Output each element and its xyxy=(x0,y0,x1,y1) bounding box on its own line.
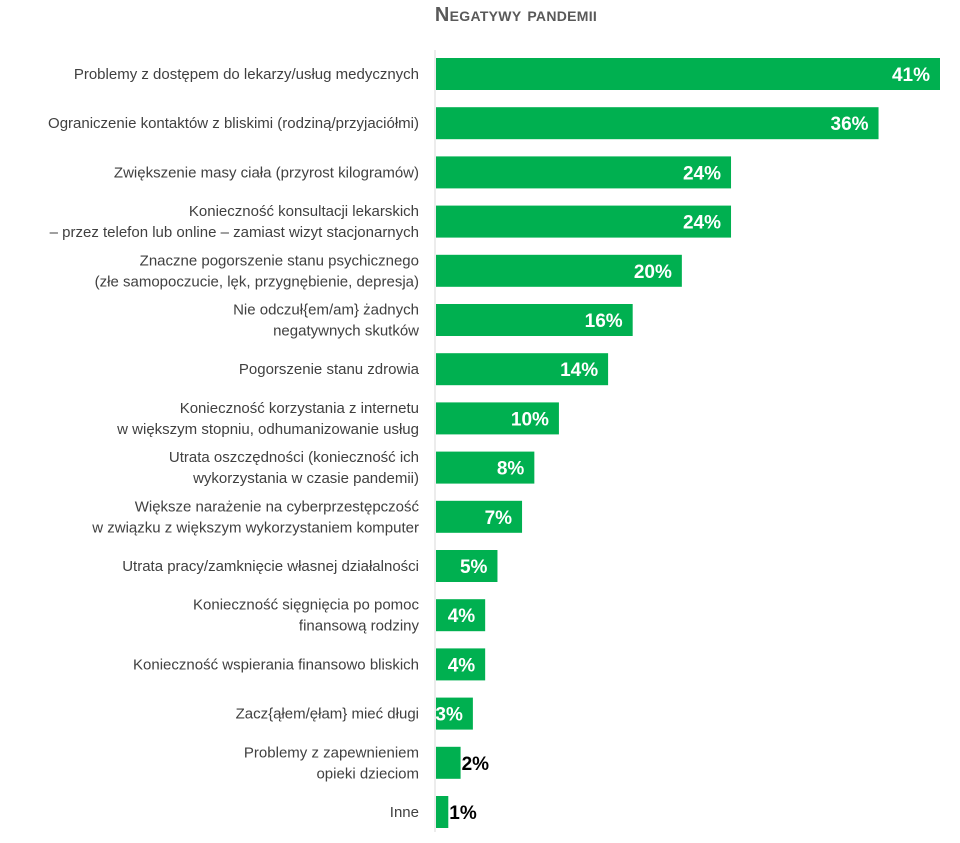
category-label: Problemy z dostępem do lekarzy/usług med… xyxy=(74,66,419,83)
bar xyxy=(436,796,449,828)
category-label: Konieczność korzystania z internetu w wię… xyxy=(116,400,419,438)
bar xyxy=(436,402,559,435)
bar xyxy=(436,550,498,582)
value-label: 16% xyxy=(585,311,623,332)
value-label: 8% xyxy=(497,459,525,480)
value-label: 1% xyxy=(449,803,477,824)
value-label: 24% xyxy=(683,163,721,184)
value-labels-group: 41% 36% 24% 24% 20% 16% 14% 10% 8% 7% 5% 4% 4% 3% 2% 1% xyxy=(435,65,930,824)
category-label: Zacz{ąłem/ęłam} mieć długi xyxy=(236,706,419,723)
category-label: Zwiększenie masy ciała (przyrost kilogra… xyxy=(114,164,419,181)
bar xyxy=(436,205,732,238)
category-label: Konieczność konsultacji lekarskich – prze… xyxy=(50,203,419,241)
bar xyxy=(436,599,486,632)
value-label: 14% xyxy=(560,360,598,381)
value-label: 4% xyxy=(448,606,476,627)
bar xyxy=(436,746,461,779)
bar xyxy=(436,648,486,681)
category-label: Pogorszenie stanu zdrowia xyxy=(239,361,420,378)
bar xyxy=(436,500,523,533)
category-label: Nie odczuł{em/am} żadnych negatywnych sku… xyxy=(233,302,419,340)
category-labels-group: Problemy z dostępem do lekarzy/usług med… xyxy=(48,66,420,821)
value-label: 4% xyxy=(448,655,476,676)
bar xyxy=(436,451,535,484)
value-label: 7% xyxy=(485,508,513,529)
category-label: Konieczność wspierania finansowo bliskic… xyxy=(133,656,419,673)
category-label: Większe narażenie na cyberprzestępczość w… xyxy=(91,498,419,536)
bar xyxy=(436,254,682,287)
value-label: 5% xyxy=(460,557,488,578)
category-label: Utrata oszczędności (konieczność ich wyko… xyxy=(169,449,419,487)
bar xyxy=(436,58,940,90)
category-label: Inne xyxy=(390,804,419,821)
value-label: 20% xyxy=(634,262,672,283)
bar xyxy=(436,304,633,336)
bar xyxy=(436,107,879,140)
category-label: Konieczność sięgnięcia po pomoc finansową… xyxy=(193,597,419,635)
bar xyxy=(436,697,473,730)
value-label: 24% xyxy=(683,213,721,234)
category-label: Ograniczenie kontaktów z bliskimi (rodzi… xyxy=(48,115,419,132)
value-label: 3% xyxy=(435,705,463,726)
category-label: Znaczne pogorszenie stanu psychicznego (z… xyxy=(95,252,419,290)
bar xyxy=(436,156,732,189)
value-label: 2% xyxy=(462,754,490,775)
value-label: 41% xyxy=(892,65,930,86)
value-label: 36% xyxy=(831,114,869,135)
chart-title: Negatywy pandemii xyxy=(434,4,598,26)
value-label: 10% xyxy=(511,409,549,430)
category-label: Problemy z zapewnieniem opieki dzieciom xyxy=(244,744,419,782)
category-label: Utrata pracy/zamknięcie własnej działaln… xyxy=(122,558,419,575)
bars-group xyxy=(436,58,940,828)
bar xyxy=(436,353,609,386)
